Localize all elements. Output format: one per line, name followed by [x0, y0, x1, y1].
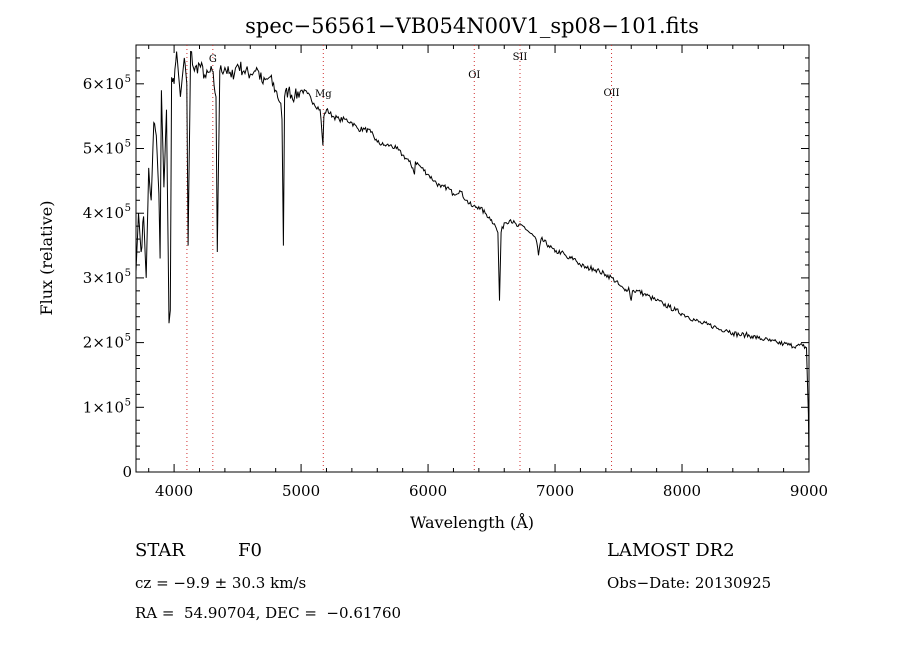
class-label: STAR	[135, 540, 185, 561]
obs-date-text: Obs−Date: 20130925	[607, 574, 772, 592]
coordinates-text: RA = 54.90704, DEC = −0.61760	[135, 604, 402, 622]
y-tick-label-6: 6×10	[83, 75, 124, 93]
subclass-label: F0	[238, 540, 262, 561]
x-tick-label-3: 7000	[536, 482, 574, 500]
spectrum-line	[135, 50, 810, 469]
x-tick-label-2: 6000	[409, 482, 447, 500]
line-markers: G Mg OI SII OII	[186, 45, 620, 472]
y-tick-label-4: 4×10	[83, 204, 124, 222]
x-axis-label: Wavelength (Å)	[410, 512, 534, 532]
plot-frame	[135, 44, 810, 473]
y-tick-label-3: 3×10	[83, 269, 124, 287]
y-tick-label-1: 1×10	[83, 398, 124, 416]
y-tick-label-0: 0	[122, 463, 132, 481]
x-tick-label-5: 9000	[790, 482, 828, 500]
x-tick-label-4: 8000	[663, 482, 701, 500]
y-tick-exponent-1: 5	[125, 397, 131, 408]
marker-label-2: Mg	[315, 89, 332, 100]
marker-label-3: OI	[468, 70, 480, 81]
y-tick-label-2: 2×10	[83, 334, 124, 352]
x-tick-label-0: 4000	[155, 482, 193, 500]
marker-label-4: SII	[513, 52, 528, 63]
marker-label-5: OII	[603, 88, 619, 99]
y-tick-exponent-5: 5	[125, 139, 131, 150]
x-tick-label-1: 5000	[282, 482, 320, 500]
y-axis-label: Flux (relative)	[37, 201, 56, 316]
y-tick-exponent-4: 5	[125, 203, 131, 214]
survey-label: LAMOST DR2	[607, 540, 735, 561]
y-tick-exponent-3: 5	[125, 268, 131, 279]
chart-title: spec−56561−VB054N00V1_sp08−101.fits	[245, 14, 699, 38]
axis-ticks: 4000 5000 6000 7000 8000 9000051×1052×1053×10…	[83, 45, 828, 500]
marker-label-1: G	[209, 54, 217, 65]
y-tick-exponent-2: 5	[125, 333, 131, 344]
y-tick-label-5: 5×10	[83, 140, 124, 158]
redshift-text: cz = −9.9 ± 30.3 km/s	[135, 574, 307, 592]
y-tick-exponent-6: 5	[125, 74, 131, 85]
